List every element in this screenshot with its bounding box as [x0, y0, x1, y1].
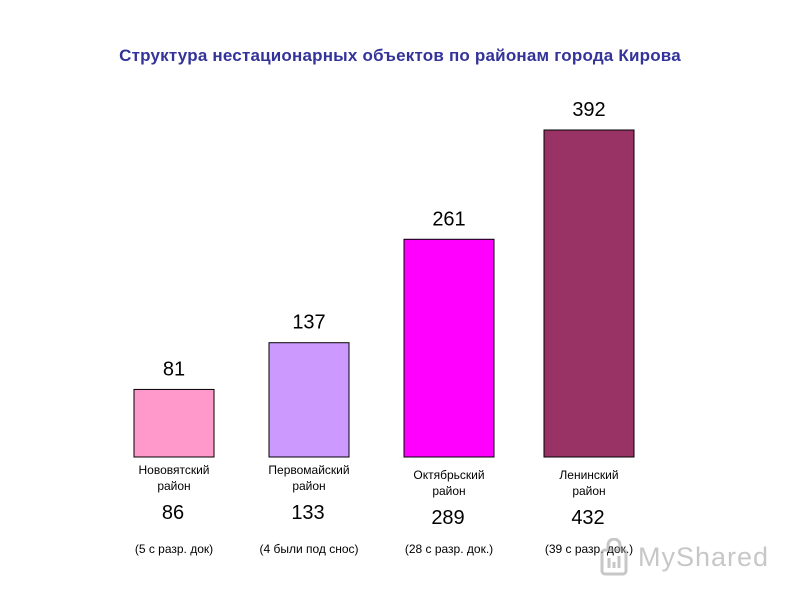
- category-label: Октябрьский: [413, 468, 484, 482]
- bar: [403, 238, 495, 458]
- category-label: Нововятский: [138, 463, 209, 477]
- bar: [268, 342, 350, 458]
- category-label: район: [157, 479, 190, 493]
- note-label: (39 с разр. док.): [545, 542, 633, 556]
- category-label: Первомайский: [268, 463, 349, 477]
- note-label: (5 с разр. док): [135, 542, 213, 556]
- chart-title: Структура нестационарных объектов по рай…: [119, 46, 681, 65]
- data-label: 261: [432, 208, 465, 230]
- category-label: район: [292, 479, 325, 493]
- secondary-value: 86: [162, 502, 184, 524]
- secondary-value: 432: [571, 507, 604, 529]
- note-label: (4 были под снос): [259, 542, 358, 556]
- data-label: 392: [572, 99, 605, 121]
- note-label: (28 с разр. док.): [405, 542, 493, 556]
- data-label: 81: [163, 358, 185, 380]
- category-label: район: [572, 484, 605, 498]
- data-label: 137: [292, 312, 325, 334]
- bar: [133, 388, 215, 458]
- shared-bag-icon: [600, 537, 628, 576]
- secondary-value: 133: [291, 502, 324, 524]
- secondary-value: 289: [431, 507, 464, 529]
- bar: [543, 129, 635, 458]
- category-label: Ленинский: [559, 468, 618, 482]
- watermark-text: MyShared: [638, 542, 770, 572]
- category-label: район: [432, 484, 465, 498]
- watermark: MyShared: [598, 537, 770, 578]
